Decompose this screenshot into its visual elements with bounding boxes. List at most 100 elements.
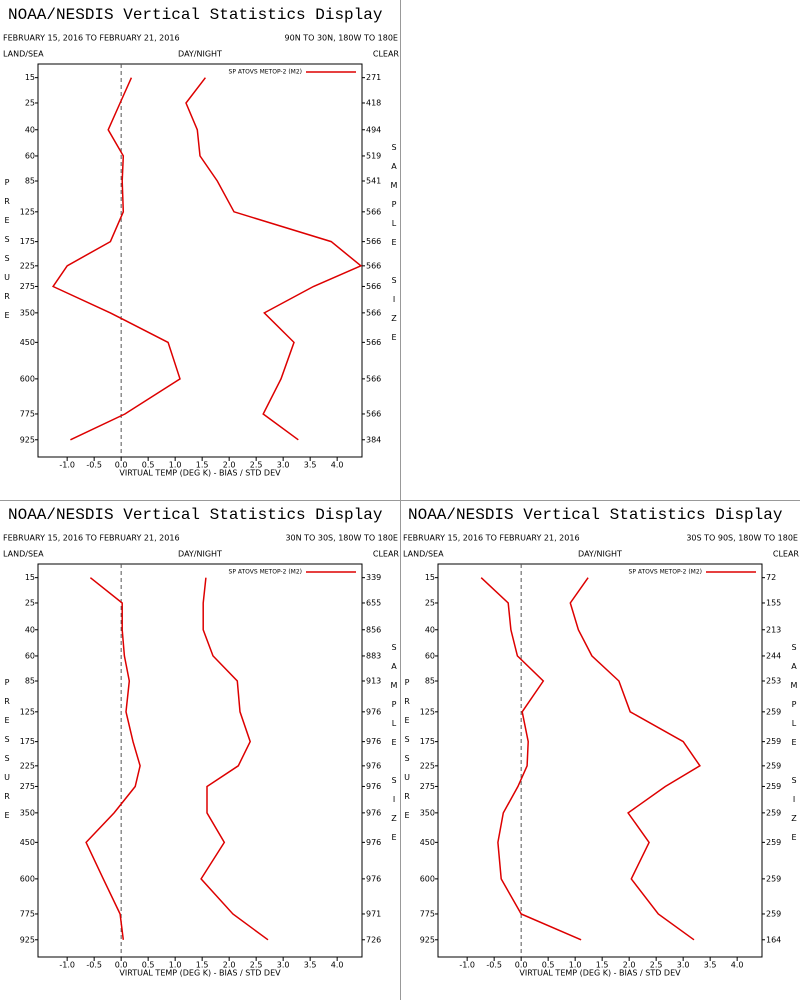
- y-tick-label: 225: [20, 761, 35, 770]
- x-tick-label: 3.5: [304, 461, 317, 470]
- sample-size-label: 213: [766, 625, 781, 634]
- y-tick-label: 15: [425, 573, 435, 582]
- y-axis-label: PRESSURE: [3, 678, 12, 830]
- sample-size-label: 259: [766, 874, 781, 883]
- y-tick-label: 60: [425, 651, 435, 660]
- y-tick-label: 15: [25, 73, 35, 82]
- y-tick-label: 15: [25, 573, 35, 582]
- sample-size-label: 259: [766, 761, 781, 770]
- legend-label: SP ATOVS METOP-2 (M2): [229, 569, 302, 576]
- sample-size-label: 856: [366, 625, 381, 634]
- bias-line: [51, 77, 181, 441]
- sample-size-label: 72: [766, 573, 776, 582]
- x-tick-label: -1.0: [59, 961, 75, 970]
- y-tick-label: 225: [420, 761, 435, 770]
- std-dev-line: [185, 77, 363, 441]
- chart-title: NOAA/NESDIS Vertical Statistics Display: [8, 506, 383, 524]
- y-tick-label: 775: [20, 909, 35, 918]
- x-tick-label: 0.0: [115, 961, 128, 970]
- y-tick-label: 350: [20, 308, 35, 317]
- y-tick-label: 60: [25, 151, 35, 160]
- y-tick-label: 85: [25, 177, 35, 186]
- sample-size-label: 976: [366, 707, 381, 716]
- y-tick-label: 925: [20, 435, 35, 444]
- y-tick-label: 775: [420, 909, 435, 918]
- date-range: FEBRUARY 15, 2016 TO FEBRUARY 21, 2016: [403, 534, 580, 543]
- x-tick-label: 4.0: [731, 961, 744, 970]
- y-tick-label: 600: [20, 374, 35, 383]
- y-tick-label: 450: [420, 838, 435, 847]
- sample-size-label: 155: [766, 598, 781, 607]
- day-night-label: DAY/NIGHT: [578, 550, 622, 559]
- plot-frame: [437, 563, 763, 958]
- x-tick-label: 3.5: [704, 961, 717, 970]
- x-tick-label: -0.5: [86, 961, 102, 970]
- x-tick-label: -0.5: [486, 961, 502, 970]
- clear-label: CLEAR: [373, 50, 400, 59]
- legend-label: SP ATOVS METOP-2 (M2): [629, 569, 702, 576]
- y-tick-label: 125: [20, 207, 35, 216]
- sample-size-label: 164: [766, 935, 781, 944]
- sample-size-label: 259: [766, 838, 781, 847]
- y-tick-label: 60: [25, 651, 35, 660]
- y2-axis-label: SAMPLE SIZE: [390, 143, 399, 352]
- region: 90N TO 30N, 180W TO 180E: [285, 34, 398, 43]
- sample-size-label: 976: [366, 761, 381, 770]
- sample-size-label: 566: [366, 237, 381, 246]
- y-tick-label: 40: [25, 625, 35, 634]
- region: 30S TO 90S, 180W TO 180E: [686, 534, 798, 543]
- std-dev-line: [200, 577, 269, 941]
- y-tick-label: 225: [20, 261, 35, 270]
- sample-size-label: 976: [366, 808, 381, 817]
- bias-line: [480, 577, 582, 941]
- x-tick-label: 1.0: [569, 961, 582, 970]
- y-tick-label: 275: [20, 282, 35, 291]
- sample-size-label: 253: [766, 677, 781, 686]
- y-tick-label: 175: [20, 237, 35, 246]
- y-tick-label: 275: [420, 782, 435, 791]
- sample-size-label: 566: [366, 338, 381, 347]
- x-axis-label: VIRTUAL TEMP (DEG K) - BIAS / STD DEV: [519, 969, 681, 978]
- sample-size-label: 976: [366, 782, 381, 791]
- sample-size-label: 726: [366, 935, 381, 944]
- sample-size-label: 976: [366, 737, 381, 746]
- sample-size-label: 541: [366, 177, 381, 186]
- y-tick-label: 125: [420, 707, 435, 716]
- sample-size-label: 566: [366, 409, 381, 418]
- sample-size-label: 418: [366, 98, 381, 107]
- y-tick-label: 925: [20, 935, 35, 944]
- sample-size-label: 259: [766, 737, 781, 746]
- y-tick-label: 40: [25, 125, 35, 134]
- x-tick-label: 3.0: [677, 961, 690, 970]
- sample-size-label: 519: [366, 151, 381, 160]
- y-tick-label: 25: [25, 598, 35, 607]
- std-dev-line: [569, 577, 701, 941]
- day-night-label: DAY/NIGHT: [178, 50, 222, 59]
- chart-panel: NOAA/NESDIS Vertical Statistics Display F…: [3, 506, 400, 977]
- x-tick-label: 4.0: [331, 961, 344, 970]
- sample-size-label: 976: [366, 874, 381, 883]
- y-tick-label: 40: [425, 625, 435, 634]
- y-tick-label: 175: [420, 737, 435, 746]
- chart-title: NOAA/NESDIS Vertical Statistics Display: [8, 6, 383, 24]
- y-tick-label: 450: [20, 338, 35, 347]
- sample-size-label: 566: [366, 207, 381, 216]
- x-tick-label: 0.5: [142, 961, 155, 970]
- land-sea-label: LAND/SEA: [3, 550, 44, 559]
- x-tick-label: 1.0: [169, 461, 182, 470]
- y-tick-label: 275: [20, 782, 35, 791]
- x-tick-label: 2.5: [250, 961, 263, 970]
- clear-label: CLEAR: [373, 550, 400, 559]
- region: 30N TO 30S, 180W TO 180E: [285, 534, 398, 543]
- y-tick-label: 25: [425, 598, 435, 607]
- sample-size-label: 976: [366, 838, 381, 847]
- x-tick-label: 1.5: [596, 961, 609, 970]
- sample-size-label: 566: [366, 308, 381, 317]
- land-sea-label: LAND/SEA: [3, 50, 44, 59]
- x-tick-label: 2.5: [650, 961, 663, 970]
- sample-size-label: 384: [366, 435, 381, 444]
- chart-title: NOAA/NESDIS Vertical Statistics Display: [408, 506, 783, 524]
- y-tick-label: 925: [420, 935, 435, 944]
- sample-size-label: 271: [366, 73, 381, 82]
- sample-size-label: 259: [766, 707, 781, 716]
